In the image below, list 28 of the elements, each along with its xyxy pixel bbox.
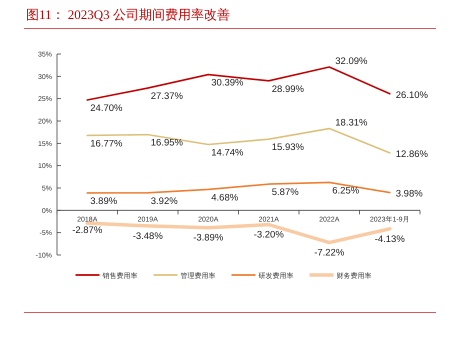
- data-label: -3.20%: [254, 230, 284, 241]
- data-label: -7.22%: [314, 248, 345, 259]
- data-label: 3.98%: [396, 188, 424, 200]
- data-label: 32.09%: [335, 56, 368, 67]
- data-label: 6.25%: [332, 185, 360, 196]
- data-label: 5.87%: [272, 187, 300, 198]
- chart-title: 图11： 2023Q3 公司期间费用率改善: [26, 7, 230, 22]
- data-label: -3.89%: [193, 232, 224, 244]
- data-label: 16.77%: [90, 138, 124, 150]
- data-label: 14.74%: [211, 147, 244, 158]
- data-label: -3.48%: [132, 230, 164, 242]
- data-label: 3.92%: [150, 196, 178, 207]
- data-label: 15.93%: [272, 142, 305, 154]
- line-series: [86, 66, 391, 101]
- data-label: 28.99%: [272, 84, 305, 95]
- data-label: 3.89%: [90, 196, 118, 207]
- data-label: 27.37%: [150, 91, 184, 102]
- data-label: 24.70%: [90, 103, 124, 114]
- data-label: -4.13%: [374, 234, 406, 245]
- data-label: 12.86%: [396, 148, 429, 160]
- data-label: 4.68%: [211, 192, 239, 204]
- data-label: 18.31%: [335, 118, 368, 129]
- line-series: [86, 182, 391, 194]
- data-label: 16.95%: [150, 138, 184, 149]
- data-label: -2.87%: [72, 225, 103, 236]
- data-label: 30.39%: [211, 78, 244, 89]
- line-series: [86, 128, 391, 154]
- data-label: 26.10%: [396, 90, 429, 101]
